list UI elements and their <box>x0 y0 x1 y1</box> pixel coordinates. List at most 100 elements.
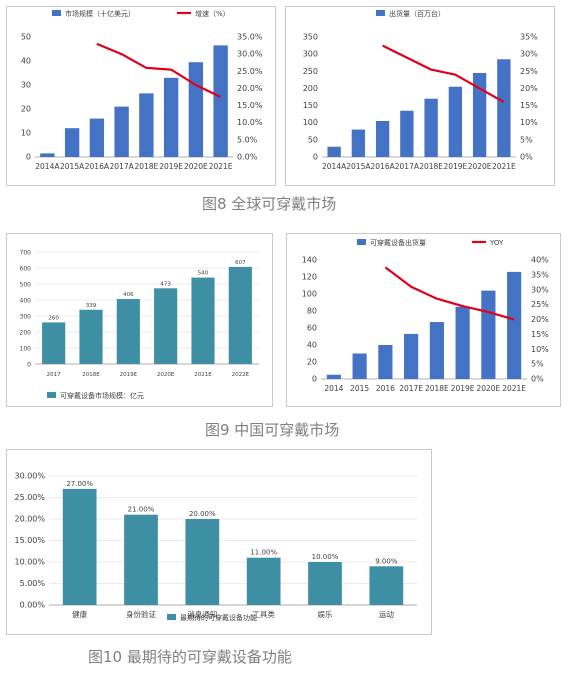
y-tick-label: 50 <box>308 135 318 144</box>
bar <box>116 299 140 364</box>
legend-label: 最期待的可穿戴设备功能 <box>180 613 257 622</box>
bar <box>79 309 103 364</box>
x-tick-label: 运动 <box>379 609 394 619</box>
trend-line <box>96 42 222 98</box>
y2-tick-label: 0% <box>520 153 533 162</box>
x-tick-label: 2017A <box>110 162 135 171</box>
y-tick-label: 700 <box>20 250 32 257</box>
y2-tick-label: 10% <box>531 345 549 354</box>
bar <box>42 322 66 364</box>
y-tick-label: 5.00% <box>20 579 46 588</box>
chart-expected-features: 0.00% 5.00% 10.00% 15.00% 20.00% 25.00% 30.00%… <box>6 449 432 635</box>
y-tick-label: 30.00% <box>14 472 45 481</box>
bar <box>228 266 252 364</box>
bar-value-label: 540 <box>198 271 209 277</box>
x-tick-label: 2022E <box>232 372 250 378</box>
bar <box>507 271 522 379</box>
chart-global-shipments: 0 50 100 150 200 250 300 350 0% 5% 10% 15% 20% 25% 30%… <box>285 6 555 186</box>
x-tick-label: 2018E <box>134 162 158 171</box>
y-tick-label: 200 <box>20 330 32 337</box>
legend-swatch-bar <box>52 10 61 16</box>
legend-label: 可穿戴设备市场规模：亿元 <box>60 391 144 400</box>
bar-value-label: 260 <box>48 315 59 321</box>
x-tick-label: 2016 <box>376 384 395 393</box>
bar-value-label: 27.00% <box>66 480 93 488</box>
x-tick-label: 2021E <box>502 384 526 393</box>
y-tick-label: 0 <box>27 362 31 369</box>
y-tick-label: 100 <box>302 290 317 299</box>
x-tick-label: 2018E <box>419 162 443 171</box>
bar <box>40 153 55 157</box>
y-tick-label: 0 <box>26 153 31 162</box>
y-tick-label: 20.00% <box>14 515 45 524</box>
bar <box>62 488 97 605</box>
y-tick-label: 25.00% <box>14 493 45 502</box>
bar <box>400 110 414 157</box>
bar <box>497 59 511 157</box>
bar-value-label: 11.00% <box>250 549 277 557</box>
x-tick-label: 2019E <box>120 372 138 378</box>
y2-tick-label: 5% <box>520 135 533 144</box>
y-tick-label: 10 <box>21 129 31 138</box>
bar <box>448 86 463 157</box>
y-tick-label: 300 <box>20 314 32 321</box>
chart-svg: 0 10 20 30 40 50 0.0% 5.0% 10.0% 15.0% 20.0% 25.0% 3… <box>21 9 263 171</box>
y2-tick-label: 0% <box>531 375 544 384</box>
bar <box>154 288 178 364</box>
x-tick-label: 2017A <box>395 162 420 171</box>
bar <box>472 73 487 157</box>
legend-label: 市场规模（十亿美元） <box>65 9 135 18</box>
bar <box>124 514 158 605</box>
y-tick-label: 30 <box>21 81 31 90</box>
x-tick-label: 2018E <box>425 384 449 393</box>
x-tick-label: 消息通知 <box>187 609 217 619</box>
y-tick-label: 0 <box>313 153 318 162</box>
y-tick-label: 60 <box>307 324 317 333</box>
y2-tick-label: 20% <box>520 84 538 93</box>
x-tick-label: 2014A <box>322 162 347 171</box>
legend-swatch-bar <box>357 239 366 245</box>
y2-tick-label: 25% <box>520 67 538 76</box>
chart-china-market-size: 0 100 200 300 400 500 600 700 260 339 406 473 540 607… <box>6 233 273 407</box>
figure-8-caption: 图8 全球可穿戴市场 <box>202 195 337 213</box>
x-tick-label: 2018E <box>82 372 100 378</box>
legend-swatch-bar <box>47 392 56 398</box>
x-tick-label: 2014 <box>324 384 343 393</box>
chart-svg: 0.00% 5.00% 10.00% 15.00% 20.00% 25.00% 30.00%… <box>14 472 417 622</box>
bar-value-label: 473 <box>160 281 171 287</box>
x-tick-label: 2020E <box>476 384 500 393</box>
bar <box>351 129 366 157</box>
bar <box>213 45 228 157</box>
y2-tick-label: 20.0% <box>237 84 263 93</box>
x-tick-label: 2019E <box>443 162 467 171</box>
bar <box>429 322 444 379</box>
bar <box>188 62 204 158</box>
y2-tick-label: 20% <box>531 315 549 324</box>
legend-label: 增速（%） <box>195 9 230 18</box>
legend-label: 出货量（百万台） <box>389 9 445 18</box>
y2-tick-label: 35% <box>520 33 538 42</box>
bar-value-label: 9.00% <box>375 557 398 565</box>
chart-global-market-size: 0 10 20 30 40 50 0.0% 5.0% 10.0% 15.0% 20.0% 25.0% 3… <box>6 6 276 186</box>
y-tick-label: 150 <box>303 101 318 110</box>
bar-value-label: 406 <box>123 292 134 298</box>
y2-tick-label: 40% <box>531 256 549 265</box>
y-tick-label: 0.00% <box>20 601 46 610</box>
x-tick-label: 2021E <box>194 372 212 378</box>
x-tick-label: 2020E <box>184 162 208 171</box>
x-tick-label: 身份验证 <box>126 609 156 619</box>
y-tick-label: 500 <box>20 282 32 289</box>
y2-tick-label: 5.0% <box>237 135 258 144</box>
x-tick-label: 2021E <box>492 162 516 171</box>
y2-tick-label: 30.0% <box>237 50 263 59</box>
x-tick-label: 2015A <box>346 162 371 171</box>
x-tick-label: 2019E <box>159 162 183 171</box>
y-tick-label: 100 <box>20 346 32 353</box>
chart-svg: 0 20 40 60 80 100 120 140 0% 5% 10% 15% 20% 25% 30% 35%… <box>302 238 549 393</box>
x-tick-label: 2015A <box>60 162 85 171</box>
figure-9-caption: 图9 中国可穿戴市场 <box>205 421 340 439</box>
y-tick-label: 50 <box>21 33 31 42</box>
y-tick-label: 20 <box>307 358 317 367</box>
bar <box>139 93 154 157</box>
y-tick-label: 600 <box>20 266 32 273</box>
